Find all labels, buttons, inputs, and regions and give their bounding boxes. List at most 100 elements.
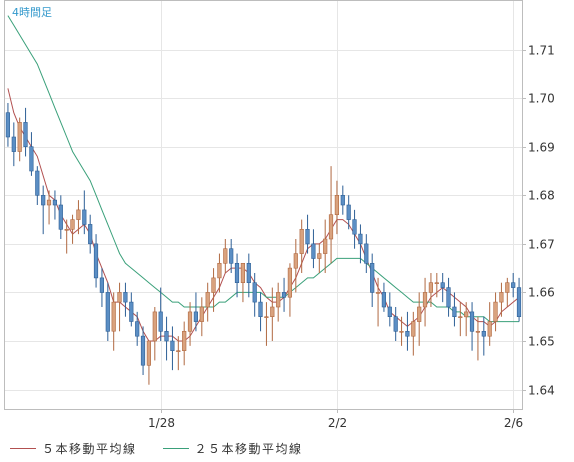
candle — [516, 277, 522, 322]
candle-body — [152, 311, 157, 342]
candle — [135, 311, 140, 346]
candle-body — [434, 282, 439, 285]
candle — [23, 107, 28, 157]
y-tick-label: 1.70 — [528, 92, 555, 106]
candle-body — [29, 146, 34, 172]
candle — [82, 190, 87, 235]
candle — [64, 219, 69, 254]
candle-body — [93, 243, 99, 279]
candle — [323, 219, 328, 273]
legend-item-ma5: ５本移動平均線 — [10, 440, 137, 457]
candle — [293, 239, 298, 293]
candle-body — [499, 292, 504, 303]
candle-body — [5, 112, 10, 138]
candle — [270, 287, 275, 341]
candle-body — [381, 292, 387, 308]
candle — [234, 253, 240, 298]
candle — [193, 292, 199, 332]
candle-body — [276, 292, 281, 308]
candle-body — [375, 292, 381, 294]
candle — [29, 132, 34, 176]
candle-body — [264, 316, 269, 319]
candle — [240, 262, 246, 303]
candle — [217, 253, 222, 293]
candle-body — [417, 306, 422, 322]
candle-body — [340, 195, 345, 206]
candle — [276, 282, 281, 322]
candle-body — [258, 301, 263, 318]
candle — [146, 340, 152, 385]
candle — [158, 287, 163, 341]
candle-body — [422, 292, 428, 308]
candle — [364, 234, 369, 273]
candle — [352, 209, 357, 249]
candle-body — [293, 253, 298, 269]
candle — [334, 180, 340, 235]
candle — [434, 273, 439, 298]
candle-body — [270, 306, 275, 317]
candle-body — [317, 253, 322, 259]
candle-body — [481, 330, 486, 337]
candle — [105, 282, 110, 341]
candle — [464, 302, 469, 337]
candle-body — [346, 204, 351, 220]
ma5-line — [7, 88, 520, 342]
candle — [287, 263, 293, 317]
candle — [411, 311, 416, 356]
candle-body — [452, 306, 457, 317]
legend-label-ma25: ２５本移動平均線 — [194, 441, 303, 456]
candle-body — [428, 282, 434, 293]
candle — [99, 268, 104, 307]
candle — [358, 224, 363, 264]
candle-body — [299, 229, 304, 254]
chart-title: 4時間足 — [12, 6, 52, 19]
candle — [422, 277, 428, 327]
candle — [299, 219, 304, 273]
candle — [46, 190, 52, 225]
candle-body — [123, 292, 128, 303]
candle-body — [281, 292, 287, 298]
candle-body — [411, 321, 416, 337]
candle-body — [11, 136, 16, 152]
candle — [123, 282, 128, 317]
candle — [246, 253, 251, 298]
candle — [405, 311, 410, 351]
candle-body — [64, 229, 69, 231]
candle-body — [23, 122, 28, 148]
candle-body — [46, 199, 52, 206]
candle — [11, 122, 16, 167]
candle-body — [334, 195, 340, 216]
candle-body — [146, 340, 152, 366]
candle — [346, 195, 351, 230]
candle-body — [129, 301, 134, 322]
candle-body — [370, 262, 375, 293]
candle — [211, 268, 216, 312]
candle — [199, 297, 204, 337]
candle-body — [135, 321, 140, 337]
candle — [505, 277, 510, 307]
candle-body — [211, 277, 216, 293]
grid-layer — [5, 1, 522, 409]
candle-body — [511, 282, 516, 288]
candle-body — [458, 316, 463, 319]
candle — [475, 316, 481, 361]
candle-body — [487, 321, 492, 337]
candle-body — [252, 282, 257, 303]
candle — [17, 117, 22, 162]
candle — [499, 282, 504, 317]
candle-body — [199, 306, 204, 322]
candle — [70, 214, 75, 244]
candle — [469, 302, 475, 351]
candle-body — [393, 316, 398, 332]
candle-body — [358, 233, 363, 245]
chart-legend: ５本移動平均線 ２５本移動平均線 — [0, 434, 574, 462]
plot-frame — [4, 0, 523, 410]
candle — [93, 234, 99, 288]
candle — [35, 166, 40, 205]
candle-body — [187, 311, 193, 332]
y-tick-label: 1.65 — [528, 335, 555, 349]
candle — [76, 200, 81, 235]
candle — [170, 326, 175, 371]
